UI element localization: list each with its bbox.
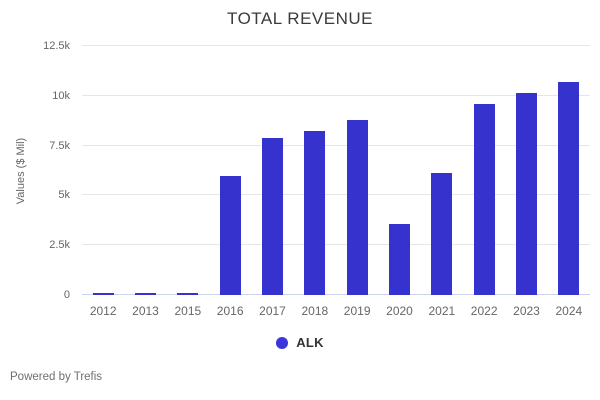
bar-2015[interactable] — [177, 293, 199, 295]
y-tick-label: 5k — [58, 189, 70, 202]
bar-2013[interactable] — [135, 293, 156, 295]
x-tick-label: 2020 — [386, 304, 413, 318]
x-tick-label: 2016 — [216, 304, 244, 318]
legend-label: ALK — [296, 335, 324, 350]
y-tick-label: 7.5k — [49, 139, 70, 152]
x-tick-label: 2024 — [555, 304, 583, 318]
bar-2024[interactable] — [558, 81, 580, 295]
bar-2012[interactable] — [92, 293, 114, 295]
bar-2017[interactable] — [262, 137, 283, 295]
powered-by-text: Powered by Trefis — [10, 371, 103, 383]
chart-title: TOTAL REVENUE — [227, 9, 373, 28]
x-tick-label: 2019 — [343, 304, 371, 318]
y-axis-title: Values ($ Mil) — [15, 137, 27, 205]
legend-marker-icon — [276, 336, 289, 349]
y-tick-label: 12.5k — [43, 40, 70, 52]
x-tick-label: 2013 — [132, 304, 159, 318]
y-tick-label: 0 — [63, 289, 70, 301]
gridline — [82, 144, 590, 146]
bar-2020[interactable] — [389, 224, 410, 295]
bar-2019[interactable] — [346, 119, 368, 295]
x-axis-line — [82, 294, 590, 295]
gridline — [82, 45, 590, 46]
gridline — [82, 194, 590, 196]
x-tick-label: 2021 — [428, 304, 456, 318]
plot-area: 0 2.5k 5k 7.5k 10k 12.5k 2012 2013 2015 2016 2017 2… — [43, 40, 590, 318]
gridline — [82, 94, 590, 96]
y-tick-label: 2.5k — [49, 239, 70, 252]
y-tick-label: 10k — [52, 89, 70, 102]
x-tick-label: 2017 — [259, 304, 286, 318]
bar-2022[interactable] — [473, 103, 495, 295]
gridline — [82, 244, 590, 246]
bar-2023[interactable] — [516, 92, 537, 295]
legend-item-alk[interactable]: ALK — [0, 335, 600, 350]
x-tick-label: 2015 — [174, 304, 202, 318]
x-tick-label: 2012 — [89, 304, 117, 318]
bar-2016[interactable] — [219, 176, 241, 295]
x-tick-label: 2022 — [470, 304, 498, 318]
bar-2021[interactable] — [431, 172, 453, 295]
bar-2018[interactable] — [304, 130, 326, 295]
x-tick-label: 2023 — [513, 304, 540, 318]
x-tick-label: 2018 — [301, 304, 329, 318]
